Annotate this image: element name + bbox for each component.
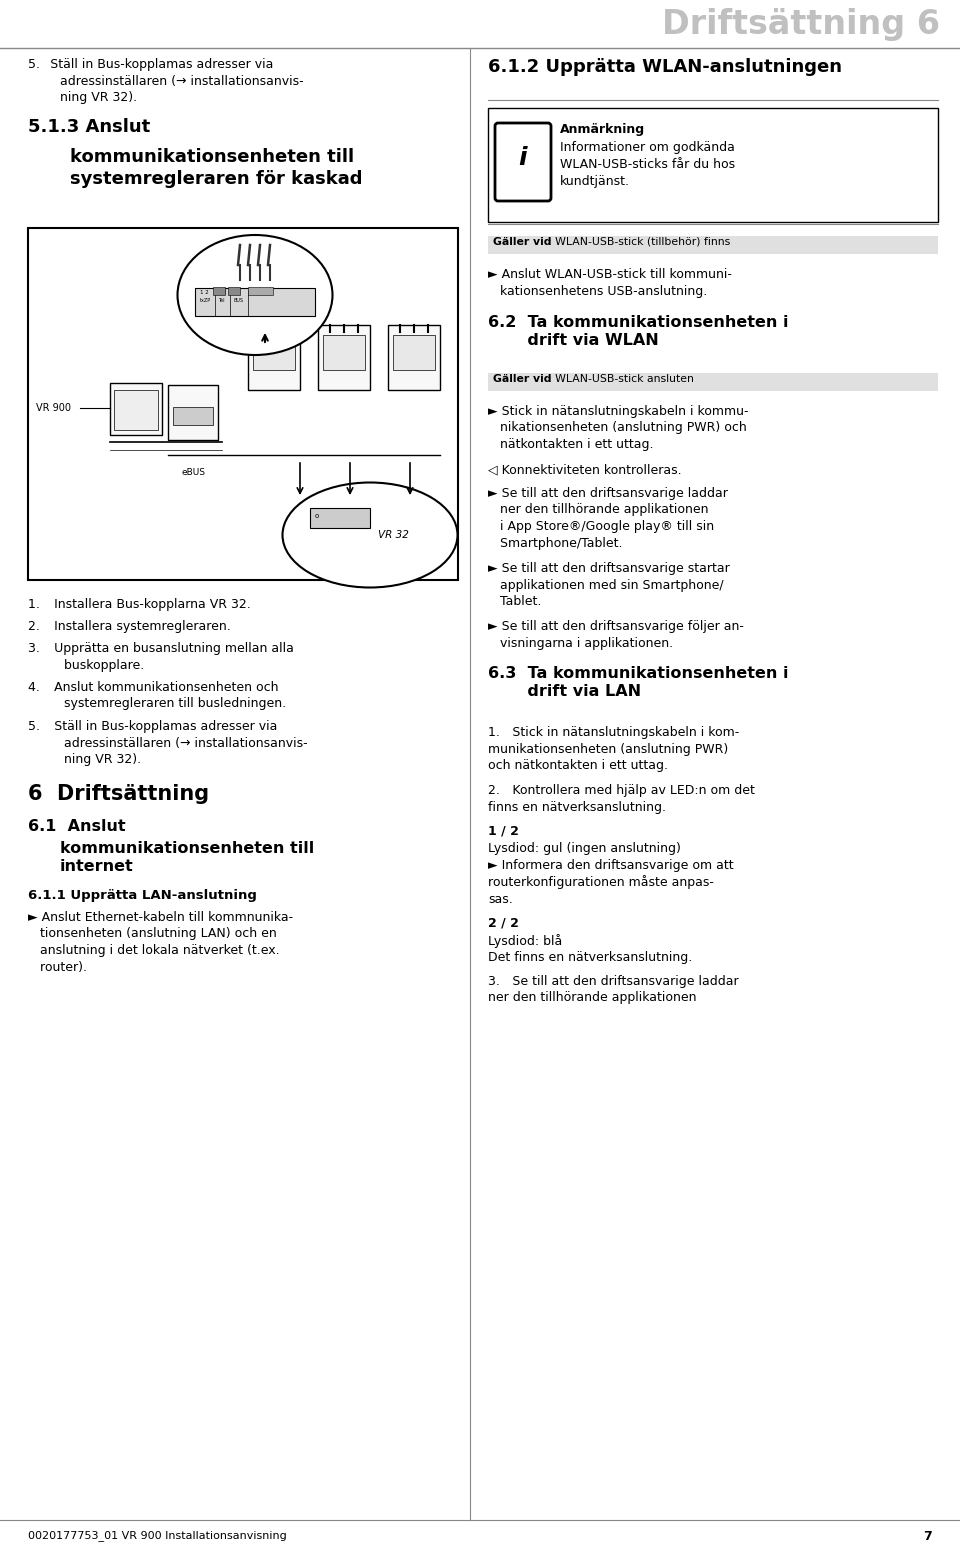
- Text: ► Stick in nätanslutningskabeln i kommu-
   nikationsenheten (anslutning PWR) oc: ► Stick in nätanslutningskabeln i kommu-…: [488, 404, 749, 451]
- Bar: [213, 288, 225, 295]
- Text: 2.   Installera systemregleraren.: 2. Installera systemregleraren.: [28, 620, 230, 633]
- Text: 6.1.1 Upprätta LAN-anslutning: 6.1.1 Upprätta LAN-anslutning: [28, 889, 257, 902]
- Bar: [393, 334, 435, 370]
- Text: o: o: [315, 513, 320, 519]
- Bar: [310, 508, 370, 529]
- Bar: [173, 407, 213, 425]
- Text: 5.  Ställ in Bus-kopplamas adresser via
        adressinställaren (→ installatio: 5. Ställ in Bus-kopplamas adresser via a…: [28, 58, 303, 104]
- Text: Gäller vid: Gäller vid: [493, 375, 551, 384]
- Text: txZP: txZP: [200, 299, 211, 303]
- Text: 7: 7: [924, 1530, 932, 1543]
- Text: Anmärkning: Anmärkning: [560, 123, 645, 135]
- Text: Driftsättning 6: Driftsättning 6: [662, 8, 940, 40]
- Bar: [110, 383, 162, 435]
- Bar: [488, 107, 938, 222]
- Bar: [388, 325, 440, 390]
- Text: ► Anslut WLAN-USB-stick till kommuni-
   kationsenhetens USB-anslutning.: ► Anslut WLAN-USB-stick till kommuni- ka…: [488, 267, 732, 297]
- FancyBboxPatch shape: [495, 123, 551, 201]
- Text: 3.   Upprätta en busanslutning mellan alla
         buskopplare.: 3. Upprätta en busanslutning mellan alla…: [28, 642, 294, 672]
- Bar: [248, 325, 300, 390]
- Bar: [28, 229, 458, 580]
- Text: 1 / 2: 1 / 2: [488, 826, 518, 838]
- Text: Lysdiod: blå
Det finns en nätverksanslutning.: Lysdiod: blå Det finns en nätverksanslut…: [488, 935, 692, 964]
- Bar: [488, 236, 938, 253]
- Text: : WLAN-USB-stick (tillbehör) finns: : WLAN-USB-stick (tillbehör) finns: [548, 236, 731, 247]
- Text: ◁ Konnektiviteten kontrolleras.: ◁ Konnektiviteten kontrolleras.: [488, 463, 682, 476]
- Bar: [488, 373, 938, 390]
- Text: DCF 0 AF: DCF 0 AF: [250, 289, 272, 295]
- Text: 1 2: 1 2: [218, 289, 227, 295]
- Text: Informationer om godkända
WLAN-USB-sticks får du hos
kundtjänst.: Informationer om godkända WLAN-USB-stick…: [560, 142, 735, 188]
- Text: 4.   Anslut kommunikationsenheten och
         systemregleraren till busledninge: 4. Anslut kommunikationsenheten och syst…: [28, 681, 286, 711]
- Bar: [248, 288, 273, 295]
- Text: - +: - +: [233, 289, 242, 295]
- Text: kommunikationsenheten till
systemregleraren för kaskad: kommunikationsenheten till systemreglera…: [70, 148, 363, 188]
- Text: 3. Se till att den driftsansvarige laddar
ner den tillhörande applikationen: 3. Se till att den driftsansvarige ladda…: [488, 975, 738, 1005]
- Text: VR 900: VR 900: [36, 403, 71, 414]
- Bar: [228, 288, 240, 295]
- Bar: [195, 288, 315, 316]
- Text: ► Anslut Ethernet-kabeln till kommnunika-
   tionsenheten (anslutning LAN) och e: ► Anslut Ethernet-kabeln till kommnunika…: [28, 911, 293, 973]
- Text: Tel: Tel: [218, 299, 225, 303]
- Bar: [114, 390, 158, 431]
- Text: i: i: [518, 146, 527, 169]
- Text: ► Se till att den driftsansvarige laddar
   ner den tillhörande applikationen
  : ► Se till att den driftsansvarige laddar…: [488, 487, 728, 549]
- Text: 0020177753_01 VR 900 Installationsanvisning: 0020177753_01 VR 900 Installationsanvisn…: [28, 1530, 287, 1541]
- Text: 6.2  Ta kommunikationsenheten i
       drift via WLAN: 6.2 Ta kommunikationsenheten i drift via…: [488, 316, 788, 348]
- Text: Lysdiod: gul (ingen anslutning)
► Informera den driftsansvarige om att
routerkon: Lysdiod: gul (ingen anslutning) ► Inform…: [488, 841, 733, 907]
- Text: BUS: BUS: [233, 299, 243, 303]
- Text: ► Se till att den driftsansvarige startar
   applikationen med sin Smartphone/
 : ► Se till att den driftsansvarige starta…: [488, 561, 730, 608]
- Ellipse shape: [282, 482, 458, 588]
- Bar: [318, 325, 370, 390]
- Text: eBUS: eBUS: [181, 468, 205, 477]
- Text: : WLAN-USB-stick ansluten: : WLAN-USB-stick ansluten: [548, 375, 694, 384]
- Text: 5.1.3 Anslut: 5.1.3 Anslut: [28, 118, 151, 135]
- Text: kommunikationsenheten till
internet: kommunikationsenheten till internet: [60, 841, 314, 874]
- Text: VR 32: VR 32: [378, 530, 409, 540]
- Text: 6  Driftsättning: 6 Driftsättning: [28, 784, 209, 804]
- Text: 1. Stick in nätanslutningskabeln i kom-
munikationsenheten (anslutning PWR)
och : 1. Stick in nätanslutningskabeln i kom- …: [488, 726, 739, 771]
- Text: 2. Kontrollera med hjälp av LED:n om det
finns en nätverksanslutning.: 2. Kontrollera med hjälp av LED:n om det…: [488, 784, 755, 813]
- Ellipse shape: [178, 235, 332, 355]
- Bar: [168, 386, 218, 440]
- Text: Gäller vid: Gäller vid: [493, 236, 551, 247]
- Text: 5.   Ställ in Bus-kopplamas adresser via
         adressinställaren (→ installat: 5. Ställ in Bus-kopplamas adresser via a…: [28, 720, 307, 767]
- Text: 6.3  Ta kommunikationsenheten i
       drift via LAN: 6.3 Ta kommunikationsenheten i drift via…: [488, 666, 788, 700]
- Text: 6.1  Anslut: 6.1 Anslut: [28, 819, 126, 833]
- Text: 1 2: 1 2: [200, 289, 208, 295]
- Text: 2 / 2: 2 / 2: [488, 917, 518, 930]
- Text: 6.1.2 Upprätta WLAN-anslutningen: 6.1.2 Upprätta WLAN-anslutningen: [488, 58, 842, 76]
- Text: 1.   Installera Bus-kopplarna VR 32.: 1. Installera Bus-kopplarna VR 32.: [28, 599, 251, 611]
- Text: ► Se till att den driftsansvarige följer an-
   visningarna i applikationen.: ► Se till att den driftsansvarige följer…: [488, 620, 744, 650]
- Bar: [253, 334, 295, 370]
- Bar: [323, 334, 365, 370]
